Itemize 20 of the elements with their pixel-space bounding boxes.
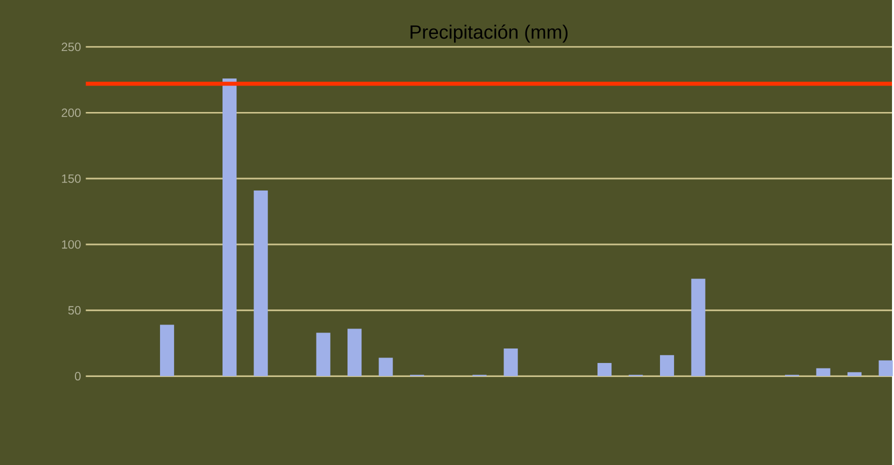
bar (348, 328, 362, 376)
y-tick-label: 0 (74, 372, 81, 380)
bar (598, 362, 612, 376)
bar (878, 360, 893, 376)
bar (504, 348, 518, 376)
bar (691, 278, 706, 376)
bar (222, 78, 237, 376)
bar (660, 355, 674, 376)
bar (316, 332, 330, 376)
bar (160, 324, 174, 376)
y-tick-label: 50 (68, 306, 81, 315)
y-tick-label: 250 (62, 42, 81, 52)
bar (378, 358, 393, 376)
bar (254, 190, 268, 376)
y-tick-label: 200 (62, 108, 81, 118)
bar (816, 368, 830, 376)
chart-title: Precipitación (mm) (410, 24, 568, 43)
y-tick-label: 100 (62, 240, 81, 249)
y-tick-label: 150 (62, 174, 81, 183)
bar (847, 372, 862, 376)
